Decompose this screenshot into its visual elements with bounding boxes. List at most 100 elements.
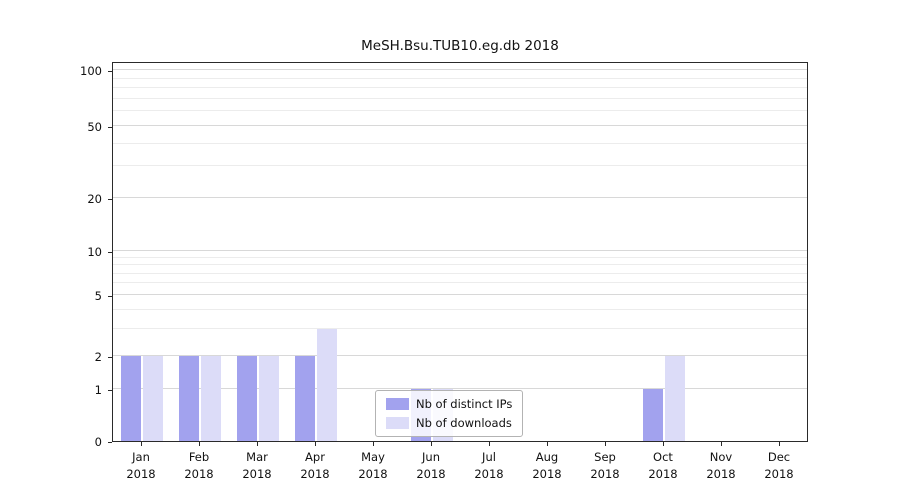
y-tick-mark — [108, 390, 112, 391]
major-gridline — [113, 69, 807, 70]
x-tick-label: Sep 2018 — [576, 449, 634, 484]
y-tick-label: 20 — [87, 192, 102, 206]
minor-gridline — [113, 264, 807, 266]
x-tick-year: 2018 — [358, 467, 388, 482]
x-tick-year: 2018 — [300, 467, 330, 482]
x-tick-year: 2018 — [764, 467, 794, 482]
bar-distinct-ips — [121, 356, 141, 441]
y-tick-mark — [108, 252, 112, 253]
bar-downloads — [201, 356, 221, 441]
x-tick-mark — [663, 442, 664, 446]
x-tick-label: Jul 2018 — [460, 449, 518, 484]
minor-gridline — [113, 142, 807, 144]
legend-label-downloads: Nb of downloads — [416, 416, 512, 430]
x-tick-label: Aug 2018 — [518, 449, 576, 484]
x-tick-month: Mar — [246, 450, 268, 464]
x-tick-mark — [141, 442, 142, 446]
x-tick-label: Apr 2018 — [286, 449, 344, 484]
x-tick-label: Mar 2018 — [228, 449, 286, 484]
bar-distinct-ips — [295, 356, 315, 441]
x-tick-label: Oct 2018 — [634, 449, 692, 484]
bar-downloads — [259, 356, 279, 441]
minor-gridline — [113, 272, 807, 274]
x-tick-label: Jun 2018 — [402, 449, 460, 484]
minor-gridline — [113, 256, 807, 258]
y-tick-label: 50 — [87, 120, 102, 134]
major-gridline — [113, 197, 807, 198]
y-tick-mark — [108, 199, 112, 200]
y-tick-label: 100 — [80, 64, 102, 78]
x-tick-month: Jan — [132, 450, 150, 464]
x-tick-label: May 2018 — [344, 449, 402, 484]
minor-gridline — [113, 77, 807, 79]
x-tick-month: Jul — [482, 450, 496, 464]
bar-downloads — [143, 356, 163, 441]
x-tick-year: 2018 — [416, 467, 446, 482]
y-tick-mark — [108, 71, 112, 72]
x-axis: Jan 2018 Feb 2018 Mar 2018 Apr 2018 May 2018 Jun 20… — [112, 449, 808, 489]
legend-item-distinct-ips: Nb of distinct IPs — [386, 397, 512, 411]
major-gridline — [113, 388, 807, 389]
x-tick-mark — [779, 442, 780, 446]
minor-gridline — [113, 97, 807, 99]
bar-downloads — [665, 356, 685, 441]
legend-swatch-distinct-ips — [386, 398, 409, 410]
y-tick-label: 0 — [94, 435, 102, 449]
y-tick-label: 2 — [94, 350, 102, 364]
y-tick-mark — [108, 127, 112, 128]
major-gridline — [113, 355, 807, 356]
y-tick-label: 1 — [94, 383, 102, 397]
x-tick-month: Sep — [594, 450, 616, 464]
x-tick-year: 2018 — [242, 467, 272, 482]
x-tick-month: Dec — [767, 450, 791, 464]
y-tick-mark — [108, 442, 112, 443]
x-tick-mark — [199, 442, 200, 446]
x-tick-mark — [315, 442, 316, 446]
minor-gridline — [113, 308, 807, 310]
minor-gridline — [113, 165, 807, 167]
x-tick-mark — [721, 442, 722, 446]
x-tick-year: 2018 — [532, 467, 562, 482]
x-tick-year: 2018 — [126, 467, 156, 482]
x-tick-year: 2018 — [590, 467, 620, 482]
x-tick-month: Feb — [188, 450, 210, 464]
y-axis: 0 1 2 5 10 20 50 100 — [0, 62, 102, 449]
major-gridline — [113, 250, 807, 251]
legend-item-downloads: Nb of downloads — [386, 416, 512, 430]
x-tick-month: Apr — [305, 450, 325, 464]
x-tick-year: 2018 — [184, 467, 214, 482]
x-tick-label: Nov 2018 — [692, 449, 750, 484]
x-tick-month: Oct — [653, 450, 673, 464]
minor-gridline — [113, 110, 807, 112]
x-tick-mark — [431, 442, 432, 446]
bar-downloads — [317, 329, 337, 441]
legend-swatch-downloads — [386, 417, 409, 429]
minor-gridline — [113, 87, 807, 89]
x-tick-mark — [489, 442, 490, 446]
x-tick-year: 2018 — [474, 467, 504, 482]
major-gridline — [113, 294, 807, 295]
y-tick-label: 10 — [87, 245, 102, 259]
legend: Nb of distinct IPs Nb of downloads — [375, 390, 524, 437]
y-tick-label: 5 — [94, 289, 102, 303]
bar-distinct-ips — [237, 356, 257, 441]
x-tick-month: Nov — [709, 450, 733, 464]
minor-gridline — [113, 282, 807, 284]
x-tick-label: Feb 2018 — [170, 449, 228, 484]
y-tick-mark — [108, 296, 112, 297]
bar-distinct-ips — [643, 389, 663, 441]
x-tick-label: Jan 2018 — [112, 449, 170, 484]
x-tick-label: Dec 2018 — [750, 449, 808, 484]
x-tick-mark — [605, 442, 606, 446]
y-tick-mark — [108, 357, 112, 358]
x-tick-month: Jun — [422, 450, 440, 464]
chart-title: MeSH.Bsu.TUB10.eg.db 2018 — [361, 38, 559, 54]
x-tick-mark — [257, 442, 258, 446]
x-tick-mark — [547, 442, 548, 446]
x-tick-mark — [373, 442, 374, 446]
major-gridline — [113, 125, 807, 126]
x-tick-year: 2018 — [648, 467, 678, 482]
x-tick-year: 2018 — [706, 467, 736, 482]
minor-gridline — [113, 328, 807, 330]
